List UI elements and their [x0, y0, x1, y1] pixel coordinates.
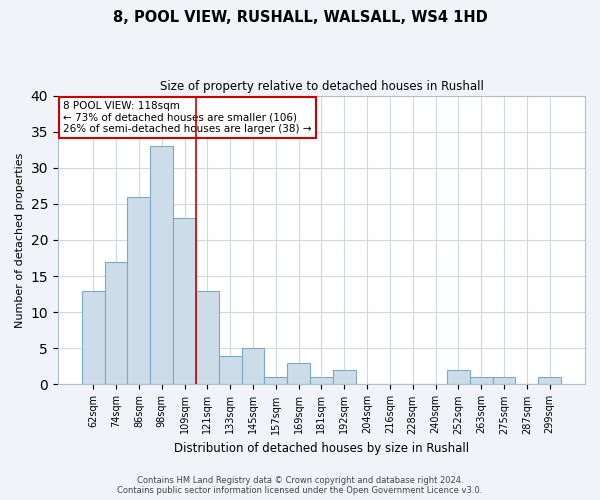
Bar	[173, 218, 196, 384]
Bar	[333, 370, 356, 384]
Bar	[242, 348, 265, 384]
Text: 8, POOL VIEW, RUSHALL, WALSALL, WS4 1HD: 8, POOL VIEW, RUSHALL, WALSALL, WS4 1HD	[113, 10, 487, 25]
Y-axis label: Number of detached properties: Number of detached properties	[15, 152, 25, 328]
X-axis label: Distribution of detached houses by size in Rushall: Distribution of detached houses by size …	[174, 442, 469, 455]
Bar	[127, 196, 151, 384]
Bar	[493, 377, 515, 384]
Bar	[447, 370, 470, 384]
Text: 8 POOL VIEW: 118sqm
← 73% of detached houses are smaller (106)
26% of semi-detac: 8 POOL VIEW: 118sqm ← 73% of detached ho…	[64, 101, 312, 134]
Bar	[82, 290, 104, 384]
Bar	[219, 356, 242, 384]
Text: Contains HM Land Registry data © Crown copyright and database right 2024.
Contai: Contains HM Land Registry data © Crown c…	[118, 476, 482, 495]
Bar	[538, 377, 561, 384]
Bar	[287, 363, 310, 384]
Bar	[310, 377, 333, 384]
Bar	[470, 377, 493, 384]
Bar	[104, 262, 127, 384]
Bar	[265, 377, 287, 384]
Bar	[196, 290, 219, 384]
Title: Size of property relative to detached houses in Rushall: Size of property relative to detached ho…	[160, 80, 484, 93]
Bar	[151, 146, 173, 384]
